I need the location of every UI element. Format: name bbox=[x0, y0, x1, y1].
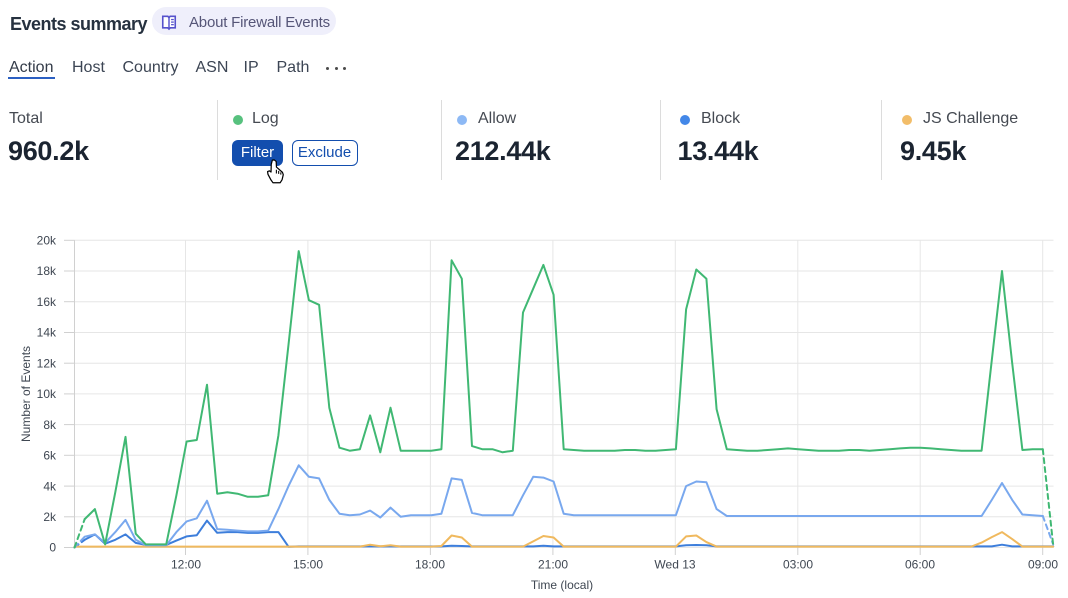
svg-text:0: 0 bbox=[49, 541, 56, 555]
svg-text:03:00: 03:00 bbox=[783, 558, 813, 572]
svg-text:16k: 16k bbox=[37, 295, 57, 309]
svg-text:14k: 14k bbox=[37, 326, 57, 340]
svg-text:6k: 6k bbox=[43, 449, 57, 463]
svg-text:20k: 20k bbox=[37, 234, 57, 248]
svg-text:Number of Events: Number of Events bbox=[19, 346, 33, 442]
svg-text:12k: 12k bbox=[37, 356, 57, 370]
svg-text:21:00: 21:00 bbox=[538, 558, 568, 572]
svg-text:Wed 13: Wed 13 bbox=[654, 558, 695, 572]
svg-text:8k: 8k bbox=[43, 418, 57, 432]
svg-text:06:00: 06:00 bbox=[905, 558, 935, 572]
svg-text:4k: 4k bbox=[43, 479, 57, 493]
svg-text:18k: 18k bbox=[37, 264, 57, 278]
svg-text:12:00: 12:00 bbox=[171, 558, 201, 572]
svg-text:2k: 2k bbox=[43, 510, 57, 524]
svg-text:10k: 10k bbox=[37, 387, 57, 401]
svg-text:Time (local): Time (local) bbox=[531, 578, 593, 592]
svg-text:18:00: 18:00 bbox=[415, 558, 445, 572]
svg-text:09:00: 09:00 bbox=[1028, 558, 1058, 572]
svg-text:15:00: 15:00 bbox=[293, 558, 323, 572]
